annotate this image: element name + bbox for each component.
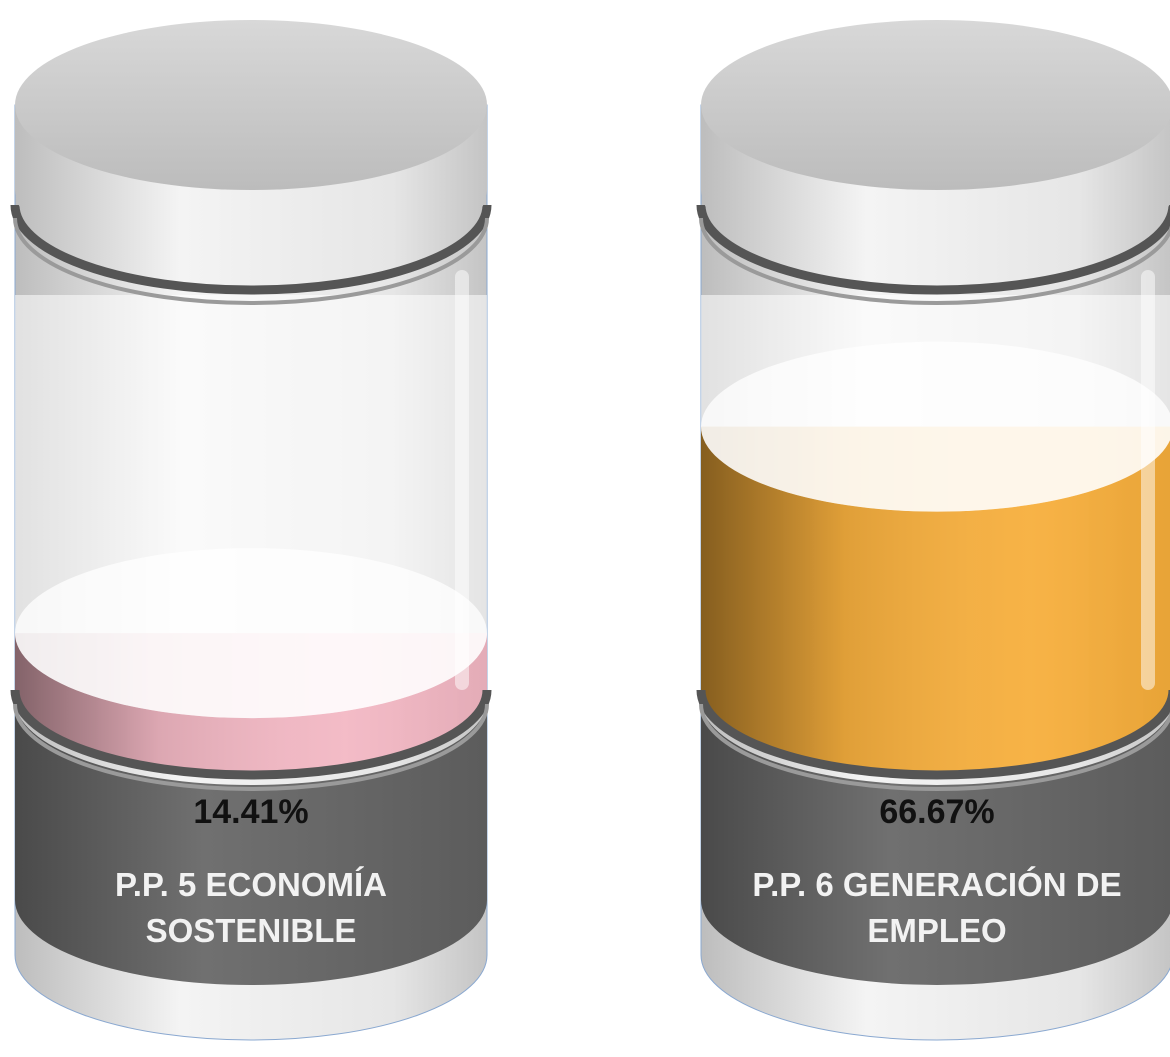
ring	[10, 204, 492, 295]
glass-highlight	[455, 270, 469, 690]
ring	[699, 217, 1170, 305]
glass-highlight	[1141, 270, 1155, 690]
ring	[10, 689, 492, 780]
cap-top	[701, 20, 1170, 190]
category-label-box: P.P. 6 GENERACIÓN DE EMPLEO	[752, 866, 1122, 949]
ring	[696, 204, 1170, 295]
category-label: P.P. 5 ECONOMÍA SOSTENIBLE	[114, 866, 388, 949]
label-band	[701, 700, 1170, 985]
ring	[696, 689, 1170, 780]
cap-top	[15, 20, 487, 190]
category-label: P.P. 6 GENERACIÓN DE EMPLEO	[752, 866, 1122, 949]
cap-side	[701, 105, 1170, 275]
ring	[13, 703, 489, 791]
ring	[699, 703, 1170, 791]
value-label: 66.67%	[879, 793, 994, 831]
value-label: 14.41%	[193, 793, 308, 831]
label-band	[15, 700, 487, 985]
ring	[13, 217, 489, 305]
liquid-shade	[701, 426, 1170, 775]
glass	[15, 295, 487, 719]
glass	[701, 295, 1170, 512]
category-label-box: P.P. 5 ECONOMÍA SOSTENIBLE	[114, 866, 388, 949]
